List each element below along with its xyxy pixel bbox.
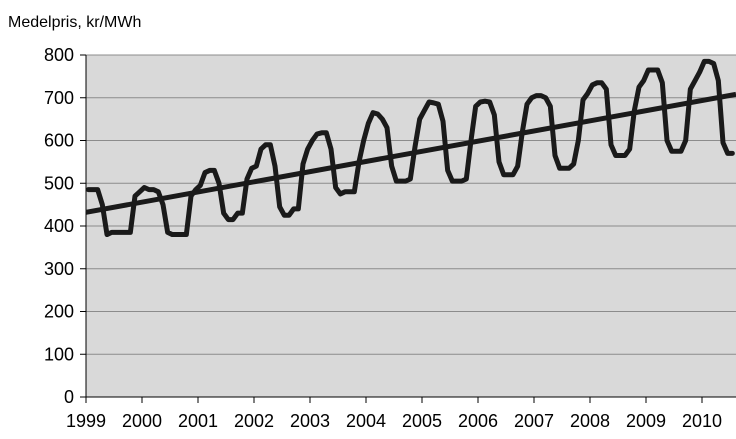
y-tick-label-700: 700 (44, 88, 74, 108)
x-tick-label-2003: 2003 (290, 411, 330, 431)
series-layer (85, 58, 736, 238)
y-tick-label-600: 600 (44, 131, 74, 151)
x-axis-ticks: 1999 2000 2001 2002 2003 2004 2005 2006 2007 2008… (66, 397, 722, 431)
y-tick-label-200: 200 (44, 302, 74, 322)
y-tick-label-0: 0 (64, 387, 74, 407)
gridlines (86, 54, 736, 355)
y-tick-label-400: 400 (44, 216, 74, 236)
y-tick-label-100: 100 (44, 344, 74, 364)
y-tick-label-800: 800 (44, 45, 74, 65)
y-tick-label-300: 300 (44, 259, 74, 279)
trend-line (85, 91, 736, 215)
y-tick-label-500: 500 (44, 173, 74, 193)
x-tick-label-2006: 2006 (458, 411, 498, 431)
price-series-line (85, 58, 735, 238)
x-tick-label-2008: 2008 (570, 411, 610, 431)
x-tick-label-2002: 2002 (234, 411, 274, 431)
y-axis-title: Medelpris, kr/MWh (8, 14, 142, 31)
x-tick-label-2000: 2000 (122, 411, 162, 431)
x-tick-label-2005: 2005 (402, 411, 442, 431)
x-tick-label-2004: 2004 (346, 411, 386, 431)
x-tick-label-2007: 2007 (514, 411, 554, 431)
x-tick-label-1999: 1999 (66, 411, 106, 431)
y-axis-ticks: 0 100 200 300 400 500 600 700 800 (44, 45, 86, 407)
x-tick-label-2010: 2010 (682, 411, 722, 431)
x-tick-label-2001: 2001 (178, 411, 218, 431)
x-tick-label-2009: 2009 (626, 411, 666, 431)
